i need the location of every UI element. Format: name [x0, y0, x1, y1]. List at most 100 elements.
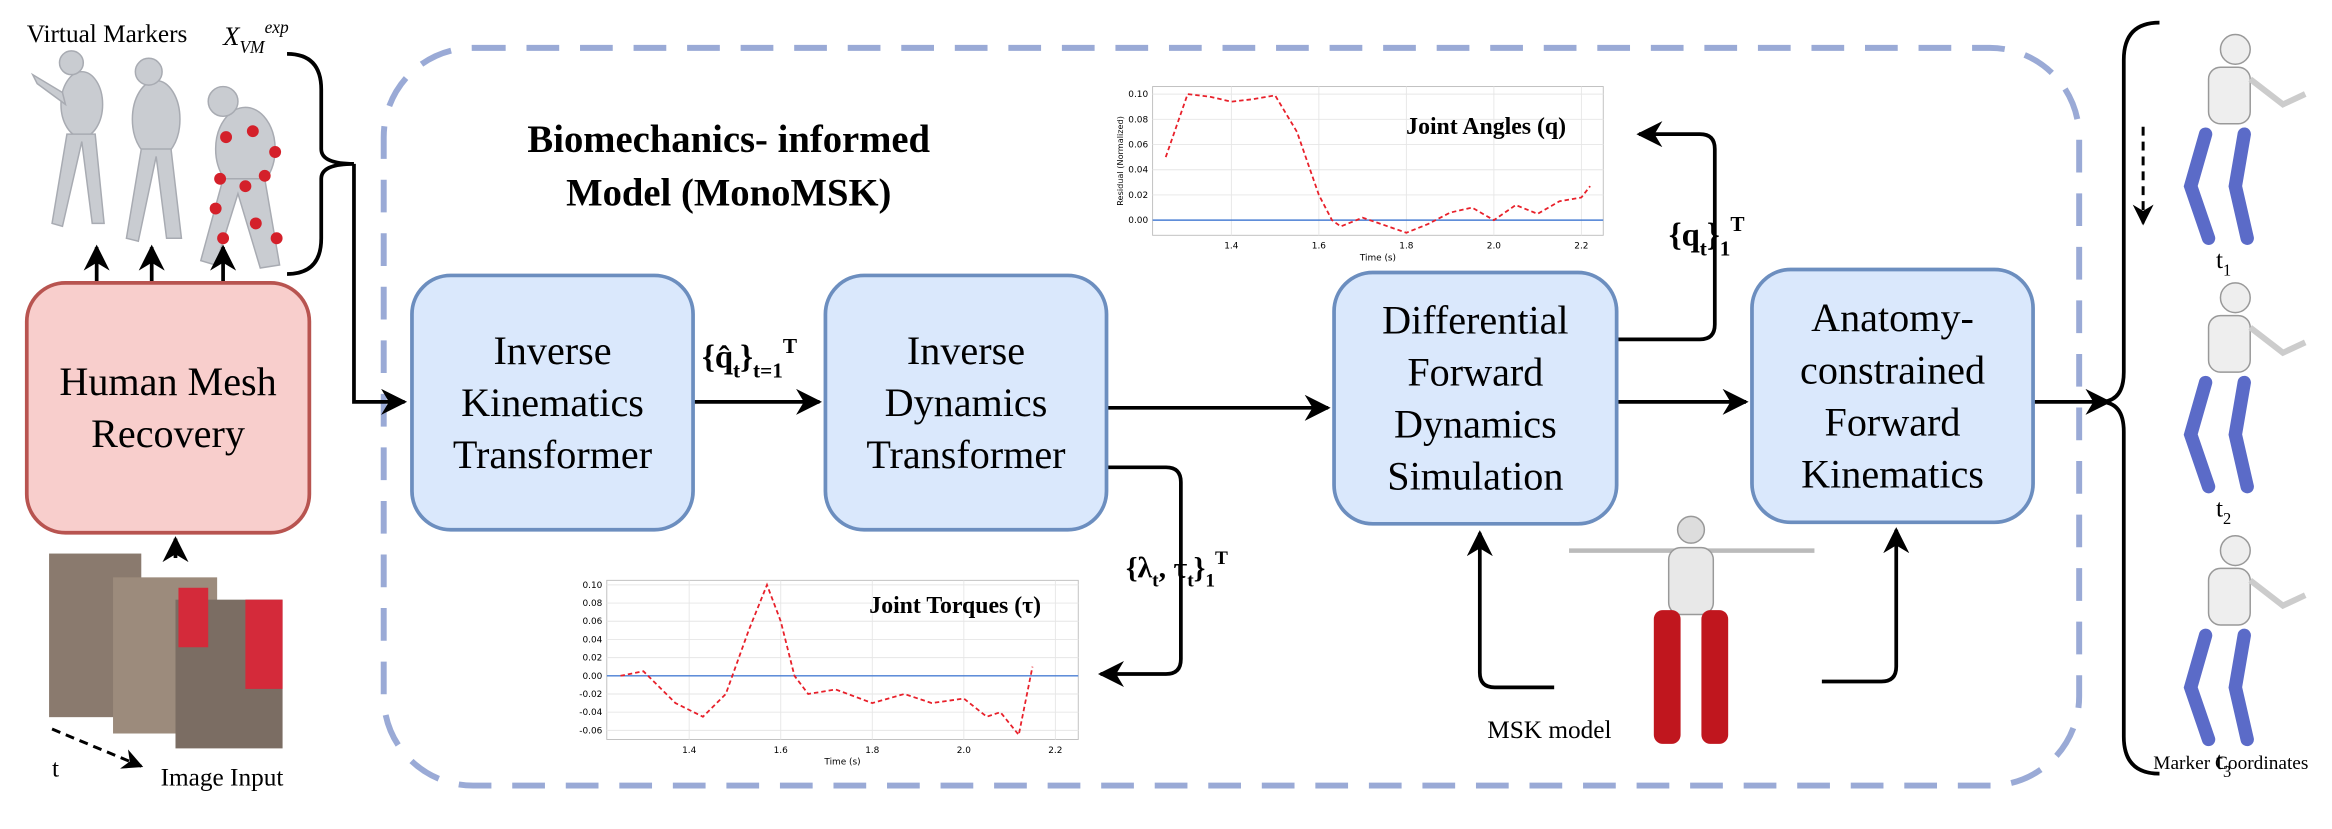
y-tick-label: 0.00 — [582, 672, 602, 682]
math-part: 2 — [2223, 509, 2231, 528]
node-label: Inverse — [907, 328, 1025, 373]
math-part: T — [1215, 548, 1228, 569]
node-label: Transformer — [866, 432, 1066, 477]
skull — [2219, 282, 2251, 314]
leg-muscles — [2183, 628, 2254, 747]
node-label: Dynamics — [885, 380, 1048, 425]
title: Biomechanics- informed — [527, 119, 930, 161]
math-part: t — [2216, 246, 2223, 274]
node-label: constrained — [1800, 347, 1985, 392]
y-tick-label: 0.06 — [1128, 141, 1148, 151]
node-label: Forward — [1407, 349, 1543, 394]
edge-label: {qt}1T — [1669, 212, 1745, 261]
y-tick-label: 0.08 — [1128, 115, 1148, 125]
x-tick-label: 1.6 — [774, 746, 788, 756]
x-tick-label: 2.2 — [1048, 746, 1062, 756]
y-tick-label: 0.04 — [582, 635, 602, 645]
node-label: Forward — [1825, 399, 1961, 444]
frame-label: t1 — [2216, 246, 2231, 280]
math-part: 1 — [2223, 261, 2231, 280]
node-box — [1332, 270, 1619, 526]
y-tick-label: 0.06 — [582, 617, 602, 627]
label: MSK model — [1487, 716, 1611, 744]
y-tick-label: 0.08 — [582, 599, 602, 609]
y-tick-label: 0.02 — [1128, 191, 1148, 201]
math-part: t — [733, 358, 740, 382]
x-tick-label: 1.4 — [682, 746, 696, 756]
math-part: t — [2216, 747, 2223, 775]
skull — [2219, 33, 2251, 65]
y-axis-label: Residual (Normalized) — [1115, 116, 1125, 206]
math-part: t — [2216, 494, 2223, 522]
plot-area — [606, 579, 1079, 740]
math-part: 1 — [1205, 570, 1215, 591]
leg-muscles — [2183, 127, 2254, 245]
x-tick-label: 2.0 — [957, 746, 971, 756]
edge-label: {q̂t}t=1T — [702, 334, 797, 383]
node-label: Recovery — [91, 411, 245, 456]
data-line — [1164, 93, 1591, 234]
y-tick-label: -0.04 — [579, 708, 602, 718]
math-part: X — [222, 21, 241, 51]
frame-label: t2 — [2216, 494, 2231, 528]
x-axis-label: Time (s) — [1359, 254, 1396, 264]
math-part: t — [1187, 570, 1194, 591]
math-part: , τ — [1159, 551, 1188, 584]
math-part: {λ — [1126, 551, 1153, 584]
y-tick-label: -0.06 — [579, 726, 602, 736]
label: Marker Coordinates — [2153, 753, 2308, 774]
arm — [2248, 577, 2307, 610]
title: Model (MonoMSK) — [566, 173, 891, 215]
math-part: {q̂ — [702, 340, 733, 376]
label: Virtual Markers — [27, 20, 188, 48]
x-tick-label: 1.6 — [1312, 242, 1326, 252]
leg-muscles — [2183, 375, 2254, 494]
node-label: Differential — [1382, 297, 1569, 342]
node-label: Kinematics — [1801, 451, 1984, 496]
time-arrow — [51, 727, 144, 769]
x-axis-label: Time (s) — [823, 758, 860, 768]
ribcage — [2207, 66, 2251, 125]
y-tick-label: 0.04 — [1128, 166, 1148, 176]
y-tick-label: 0.00 — [1128, 216, 1148, 226]
node-box — [1750, 267, 2035, 525]
skeleton-figures — [2183, 33, 2307, 747]
math-part: t — [1700, 237, 1707, 261]
y-tick-label: 0.10 — [582, 581, 602, 591]
math-part: t — [1152, 570, 1159, 591]
brace — [2099, 20, 2160, 776]
arrow — [352, 163, 408, 415]
x-tick-label: 2.2 — [1574, 242, 1588, 252]
skull — [2219, 534, 2251, 567]
label: t — [52, 755, 59, 783]
math-part: t=1 — [753, 358, 783, 382]
x-tick-label: 1.8 — [1399, 242, 1413, 252]
ribcage — [2207, 314, 2251, 373]
y-tick-label: -0.02 — [579, 690, 602, 700]
arm — [2248, 76, 2307, 108]
math-part: T — [1730, 212, 1744, 236]
chart-title: Joint Torques (τ) — [869, 593, 1041, 619]
math-part: } — [1194, 551, 1206, 584]
node-box — [823, 273, 1109, 532]
edge-label: {λt, τt}1T — [1126, 548, 1228, 591]
math-part: 1 — [1720, 237, 1731, 261]
data-line — [620, 582, 1034, 737]
label: Image Input — [161, 764, 284, 792]
node-label: Anatomy- — [1811, 295, 1974, 340]
plot-area — [1152, 86, 1604, 236]
y-tick-label: 0.10 — [1128, 90, 1148, 100]
node-label: Transformer — [453, 432, 653, 477]
node-label: Simulation — [1387, 454, 1563, 499]
math-part: {q — [1669, 218, 1700, 254]
x-tick-label: 2.0 — [1487, 242, 1501, 252]
math-part: } — [1707, 218, 1720, 254]
marker-dots — [209, 125, 283, 245]
node-label: Inverse — [493, 328, 611, 373]
msk-model-figure — [1569, 515, 1815, 744]
image-input-thumbnails — [49, 553, 283, 749]
math-part: VM — [239, 37, 266, 57]
node-box — [410, 273, 695, 532]
